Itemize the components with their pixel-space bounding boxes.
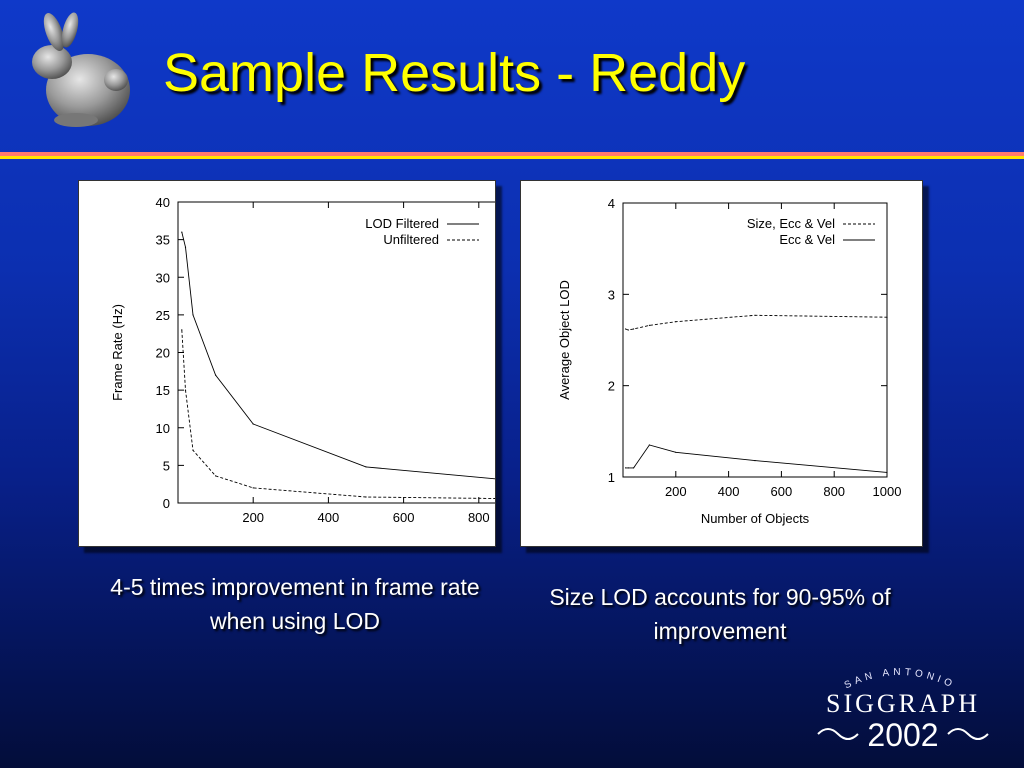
slide-title: Sample Results - Reddy bbox=[163, 43, 746, 103]
title-rule-red bbox=[0, 152, 1024, 156]
bunny-logo bbox=[32, 12, 130, 127]
data-point bbox=[754, 314, 756, 316]
x-tick-label: 200 bbox=[242, 510, 264, 525]
x-axis-label: Number of Objects bbox=[701, 511, 810, 526]
frame-rate-chart-panel: 20040060080010000510152025303540Frame Ra… bbox=[78, 180, 496, 547]
y-tick-label: 25 bbox=[156, 308, 170, 323]
data-point bbox=[754, 460, 756, 462]
y-tick-label: 0 bbox=[163, 496, 170, 511]
series-line-2 bbox=[625, 444, 888, 473]
frame-rate-chart: 20040060080010000510152025303540Frame Ra… bbox=[110, 195, 495, 525]
object-lod-chart-panel: 200 400 600 800 1000 1 2 3 4 Number of Objects Ave… bbox=[520, 180, 923, 547]
logo-arc-text: SAN ANTONIO bbox=[843, 667, 957, 691]
series-line-1 bbox=[625, 314, 888, 331]
legend-label: LOD Filtered bbox=[365, 216, 439, 231]
data-point bbox=[181, 329, 183, 331]
y-tick-label: 15 bbox=[156, 383, 170, 398]
data-point bbox=[252, 487, 254, 489]
x-tick-label: 800 bbox=[468, 510, 490, 525]
logo-wordmark: SIGGRAPH bbox=[826, 689, 980, 718]
data-point bbox=[648, 444, 650, 446]
data-point bbox=[625, 328, 627, 330]
plot-frame bbox=[622, 202, 888, 478]
y-tick-label: 20 bbox=[156, 346, 170, 361]
data-point bbox=[675, 321, 677, 323]
data-point bbox=[633, 467, 635, 469]
y-tick-label: 5 bbox=[163, 458, 170, 473]
y-tick-label: 1 bbox=[608, 470, 615, 485]
siggraph-2002-logo: SAN ANTONIO SIGGRAPH 2002 bbox=[817, 667, 989, 753]
data-point bbox=[886, 316, 888, 318]
series-line-1 bbox=[181, 231, 495, 480]
x-tick-label: 200 bbox=[665, 484, 687, 499]
data-point bbox=[215, 475, 217, 477]
y-tick-label: 40 bbox=[156, 195, 170, 210]
y-tick-label: 35 bbox=[156, 233, 170, 248]
plot-frame bbox=[177, 201, 495, 504]
data-point bbox=[886, 471, 888, 473]
y-tick-label: 4 bbox=[608, 196, 615, 211]
x-tick-label: 800 bbox=[823, 484, 845, 499]
y-tick-label: 10 bbox=[156, 421, 170, 436]
y-axis-label: Frame Rate (Hz) bbox=[110, 304, 125, 401]
y-axis-label: Average Object LOD bbox=[557, 280, 572, 400]
data-point bbox=[675, 451, 677, 453]
y-tick-label: 2 bbox=[608, 379, 615, 394]
data-point bbox=[215, 374, 217, 376]
data-point bbox=[252, 423, 254, 425]
data-point bbox=[648, 324, 650, 326]
data-point bbox=[627, 329, 629, 331]
data-point bbox=[192, 449, 194, 451]
data-point bbox=[184, 389, 187, 391]
data-point bbox=[192, 314, 194, 316]
x-tick-label: 600 bbox=[393, 510, 415, 525]
logo-year: 2002 bbox=[867, 717, 938, 753]
data-point bbox=[627, 467, 629, 469]
x-tick-label: 400 bbox=[318, 510, 340, 525]
data-point bbox=[184, 246, 187, 248]
y-tick-label: 3 bbox=[608, 287, 615, 302]
data-point bbox=[365, 466, 367, 468]
object-lod-chart: 200 400 600 800 1000 1 2 3 4 Number of Objects Ave… bbox=[557, 196, 902, 526]
legend-label: Unfiltered bbox=[383, 232, 439, 247]
caption-lod: Size LOD accounts for 90-95% of improvem… bbox=[549, 584, 891, 644]
x-tick-label: 1000 bbox=[873, 484, 902, 499]
legend-label: Size, Ecc & Vel bbox=[747, 216, 835, 231]
data-point bbox=[365, 496, 367, 498]
legend-label: Ecc & Vel bbox=[779, 232, 835, 247]
series-line-2 bbox=[181, 329, 495, 499]
y-tick-label: 30 bbox=[156, 270, 170, 285]
caption-frame-rate: 4-5 times improvement in frame rate when… bbox=[110, 574, 480, 634]
data-point bbox=[633, 328, 635, 330]
x-tick-label: 400 bbox=[718, 484, 740, 499]
logo-ornament-left bbox=[817, 728, 859, 740]
logo-ornament-right bbox=[947, 728, 989, 740]
data-point bbox=[625, 467, 627, 469]
x-tick-label: 600 bbox=[771, 484, 793, 499]
title-rule-yellow bbox=[0, 156, 1024, 159]
data-point bbox=[181, 231, 183, 233]
